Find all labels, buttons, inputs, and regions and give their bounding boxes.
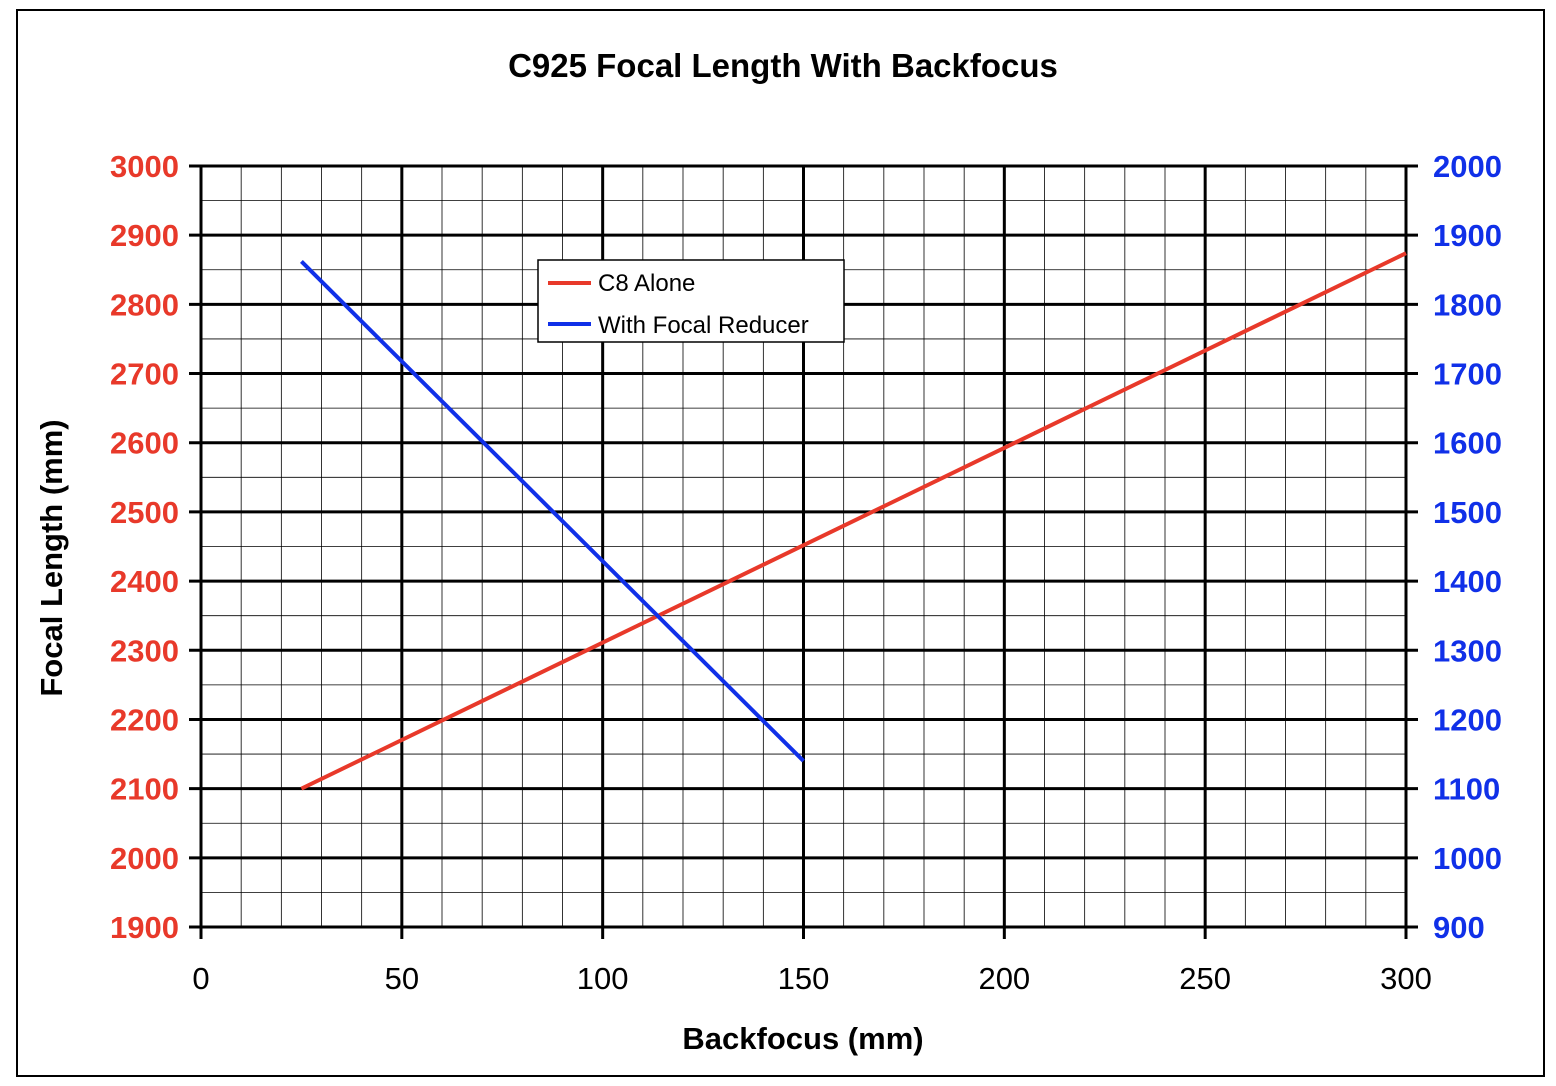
series-line-0 [300,251,1407,791]
y-right-tick-label: 1000 [1433,841,1502,876]
y-left-tick-label: 2100 [110,772,179,807]
y-left-tick-label: 2700 [110,357,179,392]
chart-title: C925 Focal Length With Backfocus [508,47,1058,84]
plot-area-border [199,164,1408,929]
x-tick-label: 0 [192,961,209,996]
y-left-tick-label: 2800 [110,287,179,322]
series-line-1 [300,260,805,763]
y-right-tick-label: 1300 [1433,633,1502,668]
y-right-tick-label: 1400 [1433,564,1502,599]
y-right-tick-label: 1800 [1433,287,1502,322]
x-axis-title: Backfocus (mm) [682,1021,923,1056]
legend-label-c8-alone: C8 Alone [598,270,695,297]
y-right-tick-label: 900 [1433,910,1485,945]
y-right-tick-label: 1600 [1433,426,1502,461]
x-tick-label: 150 [778,961,830,996]
x-tick-label: 250 [1179,961,1231,996]
y-left-tick-label: 3000 [110,149,179,184]
y-right-tick-label: 1900 [1433,218,1502,253]
y-right-tick-label: 1200 [1433,702,1502,737]
legend-label-focal-reducer: With Focal Reducer [598,312,809,339]
y-left-tick-label: 2200 [110,702,179,737]
y-left-tick-label: 2300 [110,633,179,668]
y-axis-title: Focal Length (mm) [34,419,69,696]
x-tick-label: 50 [385,961,419,996]
major-grid [189,164,1418,939]
y-left-tick-label: 2000 [110,841,179,876]
x-tick-label: 300 [1380,961,1432,996]
y-left-tick-label: 2900 [110,218,179,253]
y-left-tick-label: 2600 [110,426,179,461]
ticks-layer: 3000290028002700260025002400230022002100… [110,149,1502,996]
chart-frame [16,9,1545,1077]
y-right-tick-label: 1500 [1433,495,1502,530]
x-tick-label: 100 [577,961,629,996]
y-right-tick-label: 1700 [1433,357,1502,392]
series-layer [300,251,1407,791]
y-left-tick-label: 2400 [110,564,179,599]
y-left-tick-label: 1900 [110,910,179,945]
y-right-tick-label: 1100 [1433,772,1500,807]
legend: C8 Alone With Focal Reducer [537,259,845,343]
legend-box [537,259,845,343]
y-left-tick-label: 2500 [110,495,179,530]
x-tick-label: 200 [978,961,1030,996]
y-right-tick-label: 2000 [1433,149,1502,184]
